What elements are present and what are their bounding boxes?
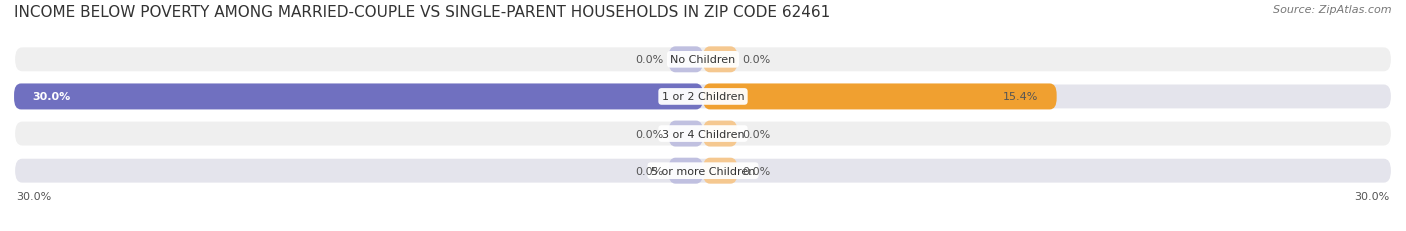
FancyBboxPatch shape — [703, 158, 738, 184]
Text: 0.0%: 0.0% — [636, 55, 664, 65]
Text: 0.0%: 0.0% — [742, 55, 770, 65]
Text: 0.0%: 0.0% — [636, 129, 664, 139]
FancyBboxPatch shape — [669, 158, 703, 184]
Text: 30.0%: 30.0% — [1354, 191, 1389, 201]
FancyBboxPatch shape — [14, 84, 703, 110]
FancyBboxPatch shape — [14, 47, 1392, 73]
Text: Source: ZipAtlas.com: Source: ZipAtlas.com — [1274, 5, 1392, 15]
Text: 3 or 4 Children: 3 or 4 Children — [662, 129, 744, 139]
Text: 0.0%: 0.0% — [636, 166, 664, 176]
FancyBboxPatch shape — [669, 121, 703, 147]
Text: 0.0%: 0.0% — [742, 166, 770, 176]
Text: No Children: No Children — [671, 55, 735, 65]
FancyBboxPatch shape — [14, 158, 1392, 184]
Text: 30.0%: 30.0% — [17, 191, 52, 201]
Text: 0.0%: 0.0% — [742, 129, 770, 139]
FancyBboxPatch shape — [703, 47, 738, 73]
FancyBboxPatch shape — [703, 121, 738, 147]
Text: 15.4%: 15.4% — [1002, 92, 1038, 102]
Text: 5 or more Children: 5 or more Children — [651, 166, 755, 176]
FancyBboxPatch shape — [669, 47, 703, 73]
FancyBboxPatch shape — [14, 84, 1392, 110]
FancyBboxPatch shape — [703, 84, 1057, 110]
Text: INCOME BELOW POVERTY AMONG MARRIED-COUPLE VS SINGLE-PARENT HOUSEHOLDS IN ZIP COD: INCOME BELOW POVERTY AMONG MARRIED-COUPL… — [14, 5, 831, 20]
Text: 1 or 2 Children: 1 or 2 Children — [662, 92, 744, 102]
Text: 30.0%: 30.0% — [32, 92, 70, 102]
FancyBboxPatch shape — [14, 121, 1392, 147]
